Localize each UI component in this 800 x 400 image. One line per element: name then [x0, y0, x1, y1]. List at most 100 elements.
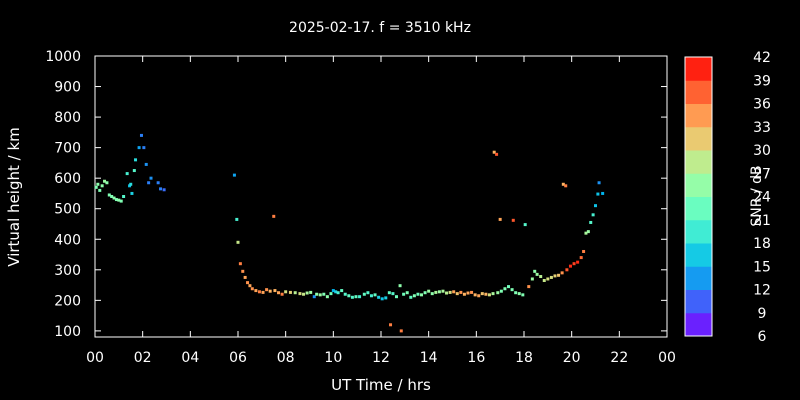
colorbar-segment: [685, 103, 712, 128]
data-point: [427, 289, 431, 293]
data-point: [591, 213, 595, 217]
data-point: [380, 297, 384, 301]
data-point: [358, 295, 362, 299]
data-point: [496, 291, 500, 295]
colorbar-segment: [685, 289, 712, 314]
data-point: [597, 181, 601, 185]
data-point: [394, 295, 398, 299]
data-point: [527, 285, 531, 289]
data-point: [325, 295, 329, 299]
data-point: [455, 292, 459, 296]
data-point: [336, 291, 340, 295]
y-axis: 100 200 300 400 500 600 700 800 900 1000: [45, 49, 667, 340]
colorbar-segment: [685, 266, 712, 290]
y-axis-label: Virtual height / km: [5, 127, 23, 266]
data-point: [576, 260, 580, 264]
data-point: [322, 292, 326, 296]
y-tick-label: 300: [54, 263, 81, 279]
colorbar-border: [684, 56, 713, 337]
y-tick-label: 900: [54, 80, 81, 96]
colorbar-tick-label: 33: [753, 120, 771, 136]
data-point: [445, 291, 449, 295]
x-tick-label: 00: [86, 350, 104, 366]
data-point: [103, 179, 107, 183]
data-point: [318, 293, 322, 297]
colorbar-tick-label: 12: [753, 283, 771, 299]
data-point: [137, 146, 141, 150]
data-point: [596, 192, 600, 196]
data-point: [409, 295, 413, 299]
data-point: [119, 199, 123, 203]
data-point: [236, 240, 240, 244]
data-point: [498, 217, 502, 221]
data-point: [366, 291, 370, 295]
colorbar-tick-label: 36: [753, 97, 771, 113]
data-point: [139, 133, 143, 137]
data-point: [473, 293, 477, 297]
data-point: [495, 152, 499, 156]
data-point: [112, 196, 116, 200]
data-point: [302, 292, 306, 296]
colorbar-tick-label: 27: [753, 166, 771, 182]
data-point: [298, 292, 302, 296]
data-point: [162, 188, 166, 192]
data-point: [423, 291, 427, 295]
data-point: [582, 249, 586, 253]
data-point: [144, 162, 148, 166]
colorbar-label: SNR / dB: [749, 165, 765, 226]
data-point: [384, 296, 388, 300]
data-point: [128, 184, 132, 188]
data-point: [387, 291, 391, 295]
data-point: [340, 289, 344, 293]
data-point: [586, 230, 590, 234]
colorbar-segment: [685, 173, 712, 197]
data-point: [377, 295, 381, 299]
data-point: [391, 292, 395, 296]
colorbar-tick-label: 21: [753, 213, 771, 229]
data-point: [565, 268, 569, 272]
data-point: [107, 193, 111, 197]
data-point: [268, 289, 272, 293]
colorbar-segment: [685, 126, 712, 151]
colorbar-segment: [685, 219, 712, 244]
data-point: [243, 275, 247, 279]
y-tick-label: 400: [54, 232, 81, 248]
data-point: [315, 292, 319, 296]
data-point: [331, 289, 335, 293]
colorbar-tick-label: 24: [753, 190, 771, 206]
data-point: [309, 290, 313, 294]
data-point: [105, 181, 109, 185]
data-point: [579, 256, 583, 260]
colorbar-segment: [685, 57, 712, 81]
data-point: [523, 223, 527, 227]
data-point: [557, 273, 561, 277]
data-point: [470, 290, 474, 294]
data-point: [561, 182, 565, 186]
data-point: [257, 290, 261, 294]
x-tick-label: 04: [181, 350, 199, 366]
y-tick-label: 600: [54, 171, 81, 187]
data-points: [94, 133, 605, 333]
data-point: [241, 269, 245, 273]
data-point: [459, 290, 463, 294]
data-point: [462, 292, 466, 296]
data-point: [369, 294, 373, 298]
data-point: [398, 284, 402, 288]
y-tick-label: 1000: [45, 49, 81, 65]
data-point: [354, 295, 358, 299]
y-tick-label: 100: [54, 324, 81, 340]
data-point: [312, 295, 316, 299]
data-point: [232, 173, 236, 177]
data-point: [277, 291, 281, 295]
data-point: [535, 272, 539, 276]
data-point: [94, 185, 98, 189]
data-point: [434, 290, 438, 294]
data-point: [560, 271, 564, 275]
data-point: [511, 218, 515, 222]
data-point: [405, 291, 409, 295]
data-point: [350, 295, 354, 299]
colorbar-tick-label: 6: [758, 329, 767, 345]
x-axis: 00 02 04 06 08 10 12 14 16 18 20 22 00: [86, 56, 676, 366]
data-point: [373, 293, 377, 297]
